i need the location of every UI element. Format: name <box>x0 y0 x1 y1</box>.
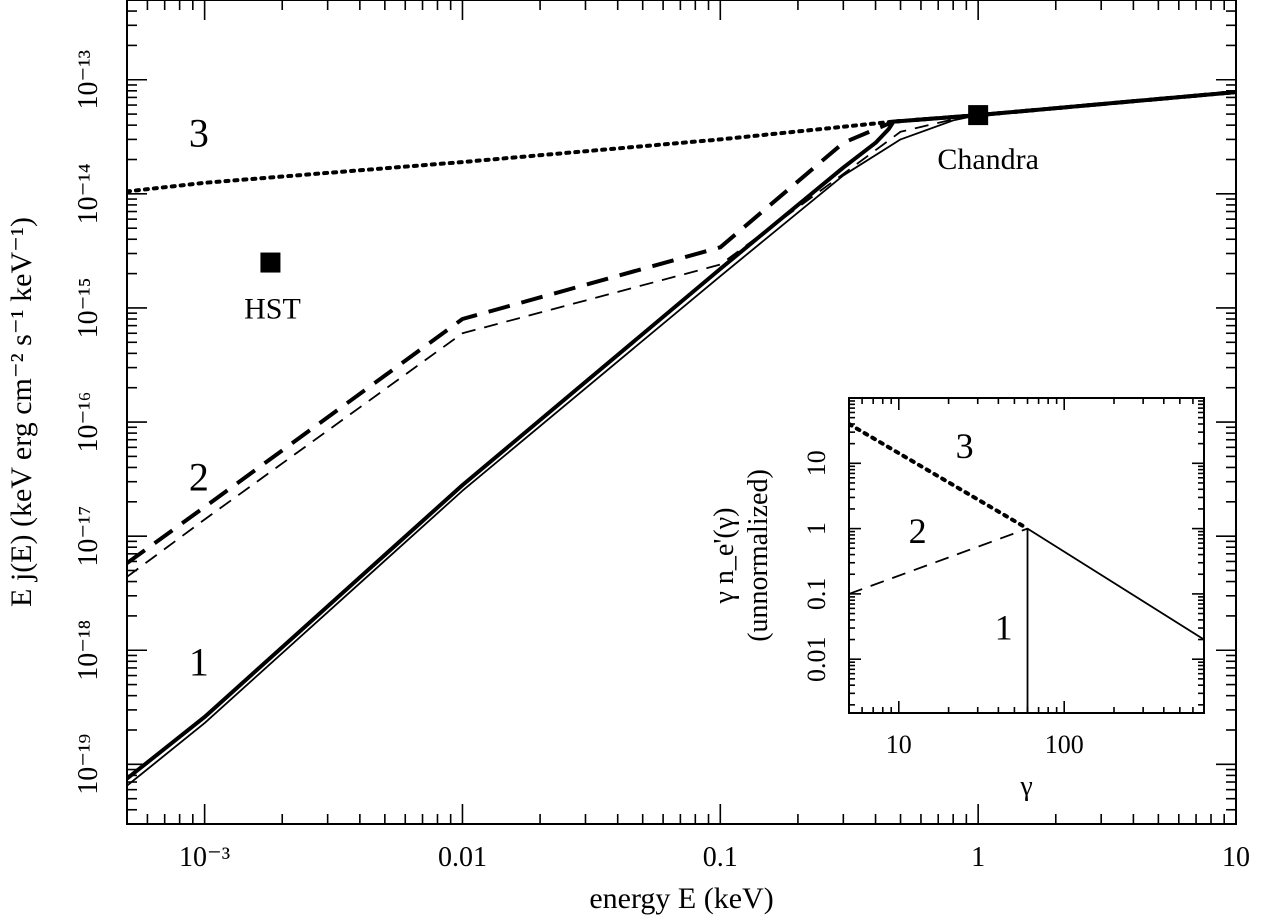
series-line-2-dashed <box>849 527 1028 595</box>
curve-label-2: 2 <box>909 511 927 551</box>
x-tick-label: 1 <box>971 842 985 873</box>
x-tick-label: 10 <box>1222 842 1250 873</box>
y-tick-label: 10⁻¹³ <box>73 50 104 110</box>
y-tick-label: 10 <box>802 450 831 476</box>
x-tick-label: 10 <box>886 730 912 759</box>
x-axis-title: energy E (keV) <box>589 882 773 915</box>
series-line-2-dashed-thin <box>127 91 1236 578</box>
y-axis-title: E j(E) (keV erg cm⁻² s⁻¹ keV⁻¹) <box>5 217 38 607</box>
y-tick-label: 0.1 <box>802 578 831 611</box>
data-label-hst: HST <box>244 293 301 326</box>
curve-label-3: 3 <box>956 426 974 466</box>
x-axis-title: γ <box>1019 771 1032 802</box>
x-tick-label: 0.01 <box>438 842 487 873</box>
y-tick-label: 10⁻¹⁸ <box>73 620 104 681</box>
y-tick-label: 1 <box>802 522 831 535</box>
series-line-3-dotted <box>849 421 1030 531</box>
x-tick-label: 0.1 <box>703 842 738 873</box>
main-plot: HST Chandra 3 2 1 10⁻³ 0.01 0.1 1 10 10⁻¹⁹ 10⁻¹⁸ 10⁻… <box>5 0 1250 915</box>
y-tick-label: 10⁻¹⁷ <box>73 506 104 567</box>
y-axis-title: γ n_e'(γ) <box>709 508 740 605</box>
y-tick-label: 10⁻¹⁹ <box>73 734 104 795</box>
y-tick-label: 10⁻¹⁴ <box>73 163 104 224</box>
curve-label-1: 1 <box>995 608 1013 648</box>
inset-plot: 3 2 1 10 100 0.01 0.1 1 10 γ γ n_e'(γ) (unnormalize… <box>709 397 1205 802</box>
x-tick-label: 100 <box>1045 730 1084 759</box>
curve-label-3: 3 <box>189 111 209 156</box>
data-point-chandra <box>968 105 989 126</box>
data-label-chandra: Chandra <box>937 143 1039 176</box>
y-tick-label: 10⁻¹⁵ <box>73 277 104 338</box>
x-tick-label: 10⁻³ <box>179 842 230 873</box>
y-tick-label: 10⁻¹⁶ <box>73 392 104 453</box>
y-tick-label: 0.01 <box>802 636 831 682</box>
plot-frame <box>848 397 1205 714</box>
y-axis-title-secondary: (unnormalized) <box>743 469 774 642</box>
data-point-hst <box>260 252 281 273</box>
curve-label-2: 2 <box>189 455 209 500</box>
curve-label-1: 1 <box>189 640 209 685</box>
plot-frame <box>126 0 1237 825</box>
